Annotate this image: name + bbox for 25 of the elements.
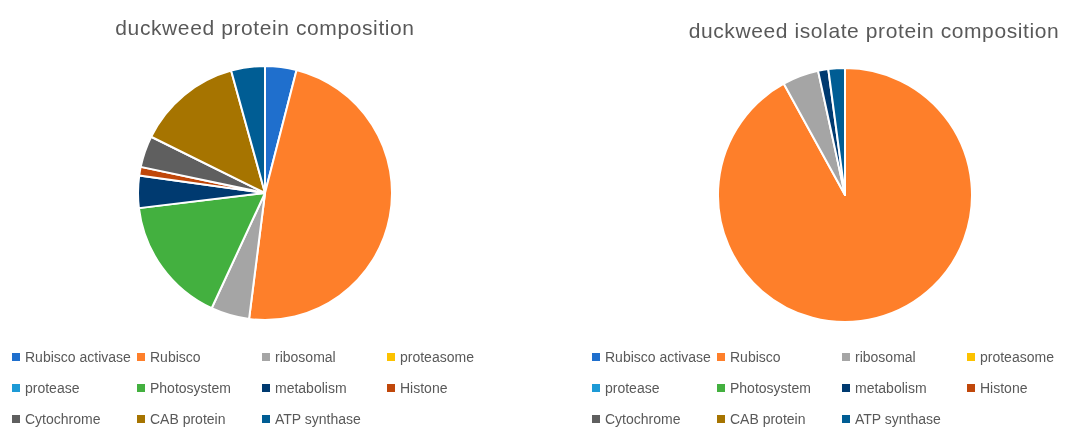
- legend-label: CAB protein: [730, 411, 806, 427]
- legend-label: Rubisco activase: [25, 349, 132, 365]
- legend-label: ATP synthase: [855, 411, 942, 427]
- legend-label: metabolism: [855, 380, 927, 396]
- legend-label: Rubisco: [730, 349, 781, 365]
- legend-label: Histone: [980, 380, 1028, 396]
- legend-label: ribosomal: [275, 349, 336, 365]
- legend-label: metabolism: [275, 380, 347, 396]
- legend-label: Rubisco activase: [605, 349, 712, 365]
- legend-label: Cytochrome: [605, 411, 681, 427]
- legend-label: proteasome: [400, 349, 475, 365]
- legend-label: Histone: [400, 380, 448, 396]
- legend-label: protease: [605, 380, 660, 396]
- legend-label: Cytochrome: [25, 411, 101, 427]
- legend-label: protease: [25, 380, 80, 396]
- legend-label: ribosomal: [855, 349, 916, 365]
- legend-label: CAB protein: [150, 411, 226, 427]
- pie-slice: [717, 67, 973, 323]
- chart-title: duckweed protein composition: [115, 16, 415, 39]
- chart-title: duckweed isolate protein composition: [688, 19, 1060, 42]
- legend-label: Photosystem: [730, 380, 811, 396]
- legend-label: Photosystem: [150, 380, 231, 396]
- legend-label: proteasome: [980, 349, 1055, 365]
- legend-label: Rubisco: [150, 349, 201, 365]
- legend-label: ATP synthase: [275, 411, 362, 427]
